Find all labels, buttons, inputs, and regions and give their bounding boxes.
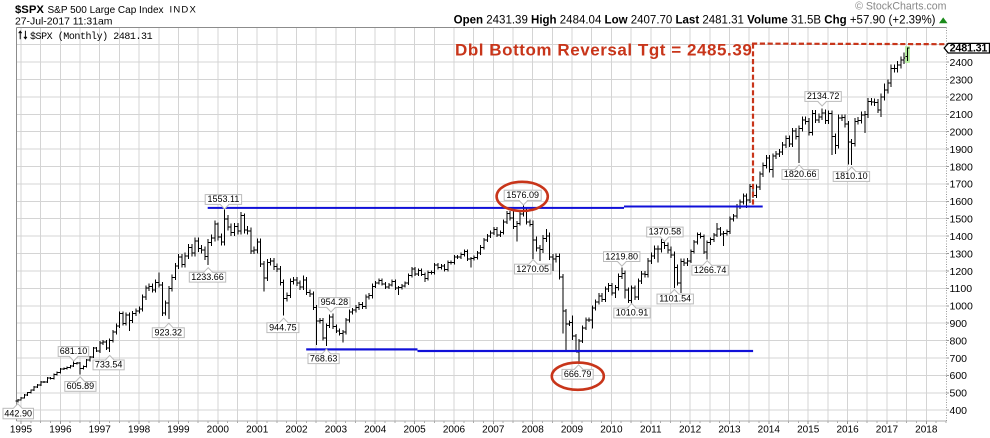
svg-text:1000: 1000	[950, 301, 974, 313]
svg-text:2000: 2000	[207, 425, 230, 436]
svg-text:923.32: 923.32	[155, 327, 183, 337]
svg-text:Open 2431.39 High 2484.04 Low: Open 2431.39 High 2484.04 Low 2407.70 La…	[454, 14, 936, 26]
svg-text:400: 400	[950, 405, 968, 417]
svg-text:600: 600	[950, 370, 968, 382]
svg-text:1700: 1700	[950, 179, 974, 191]
svg-text:1553.11: 1553.11	[207, 194, 239, 204]
svg-text:27-Jul-2017 11:31am: 27-Jul-2017 11:31am	[15, 17, 112, 28]
svg-text:1900: 1900	[950, 144, 974, 156]
svg-text:1997: 1997	[89, 425, 112, 436]
svg-text:2004: 2004	[364, 425, 387, 436]
svg-text:681.10: 681.10	[60, 346, 88, 356]
svg-text:2100: 2100	[950, 109, 974, 121]
svg-text:1600: 1600	[950, 196, 974, 208]
svg-text:1300: 1300	[950, 248, 974, 260]
svg-text:2005: 2005	[403, 425, 426, 436]
svg-text:2002: 2002	[285, 425, 308, 436]
svg-text:605.89: 605.89	[67, 381, 95, 391]
svg-text:2006: 2006	[443, 425, 466, 436]
svg-text:2018: 2018	[915, 425, 938, 436]
svg-text:2300: 2300	[950, 74, 974, 86]
svg-text:1400: 1400	[950, 231, 974, 243]
svg-text:1101.54: 1101.54	[659, 294, 691, 304]
svg-text:1100: 1100	[950, 283, 973, 295]
svg-text:2200: 2200	[950, 92, 974, 104]
svg-text:2016: 2016	[836, 425, 859, 436]
svg-text:944.75: 944.75	[269, 322, 297, 332]
svg-text:1810.10: 1810.10	[835, 171, 868, 181]
svg-text:733.54: 733.54	[95, 360, 123, 370]
svg-text:© StockCharts.com: © StockCharts.com	[855, 1, 947, 13]
svg-text:2011: 2011	[640, 425, 662, 436]
svg-text:1800: 1800	[950, 161, 974, 173]
svg-text:2012: 2012	[679, 425, 702, 436]
svg-text:1200: 1200	[950, 266, 974, 278]
svg-text:700: 700	[950, 353, 968, 365]
svg-text:2009: 2009	[561, 425, 584, 436]
svg-text:2000: 2000	[950, 127, 974, 139]
svg-text:2017: 2017	[876, 425, 899, 436]
svg-text:2134.72: 2134.72	[807, 91, 840, 101]
svg-text:954.28: 954.28	[321, 297, 349, 307]
svg-text:2008: 2008	[522, 425, 545, 436]
svg-text:2013: 2013	[718, 425, 741, 436]
svg-text:Dbl Bottom Reversal Tgt = 2485: Dbl Bottom Reversal Tgt = 2485.39	[455, 41, 752, 60]
svg-text:S&P 500 Large Cap Index: S&P 500 Large Cap Index	[48, 5, 164, 16]
svg-text:1233.66: 1233.66	[191, 272, 224, 282]
svg-text:442.90: 442.90	[4, 409, 32, 419]
svg-text:900: 900	[950, 318, 968, 330]
svg-text:$SPX (Monthly) 2481.31: $SPX (Monthly) 2481.31	[30, 31, 153, 43]
svg-text:768.63: 768.63	[310, 353, 338, 363]
svg-text:1270.05: 1270.05	[516, 264, 549, 274]
svg-text:666.79: 666.79	[564, 369, 592, 379]
svg-text:1576.09: 1576.09	[506, 190, 539, 200]
svg-text:1999: 1999	[167, 425, 190, 436]
svg-text:$SPX: $SPX	[15, 4, 44, 16]
svg-text:1995: 1995	[10, 425, 33, 436]
svg-text:2400: 2400	[950, 57, 974, 69]
svg-text:2481.31: 2481.31	[950, 43, 988, 55]
svg-text:800: 800	[950, 335, 968, 347]
svg-text:2010: 2010	[600, 425, 623, 436]
svg-text:1010.91: 1010.91	[616, 308, 649, 318]
svg-text:2003: 2003	[325, 425, 348, 436]
svg-text:1219.80: 1219.80	[605, 251, 638, 261]
svg-text:1500: 1500	[950, 214, 974, 226]
svg-text:2015: 2015	[797, 425, 820, 436]
svg-text:1820.66: 1820.66	[784, 169, 817, 179]
svg-text:2001: 2001	[246, 425, 269, 436]
svg-text:INDX: INDX	[170, 5, 198, 16]
svg-text:2007: 2007	[482, 425, 505, 436]
svg-text:2014: 2014	[758, 425, 781, 436]
svg-text:1998: 1998	[128, 425, 151, 436]
svg-text:500: 500	[950, 388, 968, 400]
svg-text:1266.74: 1266.74	[694, 265, 727, 275]
svg-text:1370.58: 1370.58	[649, 227, 682, 237]
svg-text:1996: 1996	[49, 425, 72, 436]
